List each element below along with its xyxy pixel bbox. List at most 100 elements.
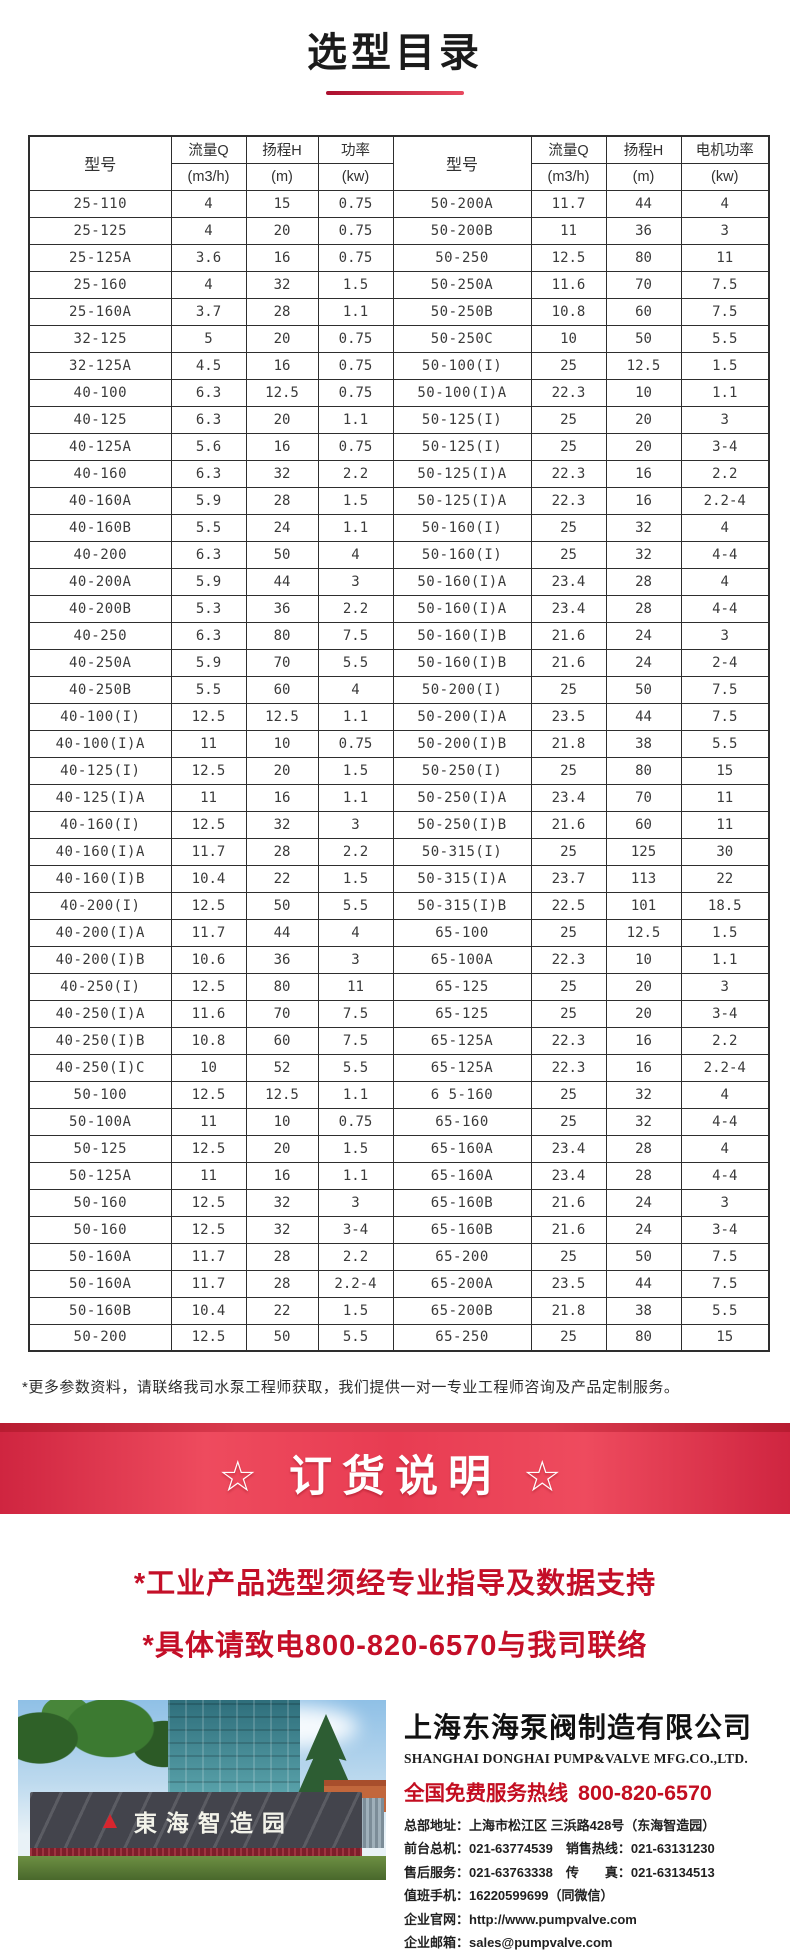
model-cell: 40-250(I)C [28,1053,172,1082]
flow-cell: 25 [530,918,607,947]
model-cell: 25-110 [28,189,172,218]
model-cell: 50-250A [392,270,532,299]
model-cell: 40-100(I) [28,702,172,731]
head-cell: 28 [245,837,319,866]
flow-cell: 10 [530,324,607,353]
unit-flow-right: (m3/h) [530,162,607,191]
flow-cell: 3.6 [170,243,247,272]
model-cell: 50-125(I)A [392,486,532,515]
model-cell: 40-100(I)A [28,729,172,758]
power-cell: 15 [680,1323,770,1352]
flow-cell: 23.4 [530,594,607,623]
power-cell: 3-4 [680,999,770,1028]
power-cell: 1.1 [317,405,394,434]
model-cell: 50-160(I)B [392,648,532,677]
table-row: 40-250(I)B 10.8 60 7.5 65-125A 22.3 16 2.2 [28,1026,770,1055]
table-row: 40-160(I) 12.5 32 3 50-250(I)B 21.6 60 11 [28,810,770,839]
power-cell: 1.5 [317,486,394,515]
model-cell: 50-100(I) [392,351,532,380]
flow-cell: 5.5 [170,675,247,704]
model-cell: 25-160A [28,297,172,326]
power-cell: 7.5 [317,1026,394,1055]
banner-main: ☆ 订货说明 ☆ [0,1432,790,1514]
factory-photo: ▲ 東海智造园 [18,1700,386,1880]
flow-cell: 4 [170,189,247,218]
head-cell: 16 [605,1053,682,1082]
head-cell: 101 [605,891,682,920]
head-cell: 28 [245,486,319,515]
model-cell: 50-250(I) [392,756,532,785]
model-cell: 40-100 [28,378,172,407]
table-row: 40-200(I)B 10.6 36 3 65-100A 22.3 10 1.1 [28,945,770,974]
notice-line-2: *具体请致电800-820-6570与我司联络 [142,1630,648,1662]
model-cell: 40-125 [28,405,172,434]
model-cell: 40-200B [28,594,172,623]
power-cell: 30 [680,837,770,866]
power-cell: 0.75 [317,378,394,407]
power-cell: 1.1 [680,945,770,974]
head-cell: 32 [245,1188,319,1217]
flow-cell: 25 [530,540,607,569]
power-cell: 5.5 [317,1053,394,1082]
head-cell: 44 [605,1269,682,1298]
head-cell: 16 [605,486,682,515]
flow-cell: 25 [530,432,607,461]
head-cell: 16 [245,243,319,272]
table-row: 50-160B 10.4 22 1.5 65-200B 21.8 38 5.5 [28,1296,770,1325]
model-cell: 32-125 [28,324,172,353]
table-row: 40-100(I) 12.5 12.5 1.1 50-200(I)A 23.5 44 7.5 [28,702,770,731]
head-cell: 80 [245,972,319,1001]
head-cell: 32 [605,1107,682,1136]
photo-glass-building [168,1700,300,1796]
flow-cell: 23.7 [530,864,607,893]
model-cell: 40-160(I) [28,810,172,839]
power-cell: 4 [317,918,394,947]
flow-cell: 12.5 [170,756,247,785]
flow-cell: 12.5 [170,1215,247,1244]
flow-cell: 6.3 [170,621,247,650]
selection-table: 型号 流量Q 扬程H 功率 型号 流量Q 扬程H 电机功率 (m3/h) (m)… [28,135,770,1352]
model-cell: 65-160A [392,1134,532,1163]
model-cell: 50-200(I)B [392,729,532,758]
head-cell: 36 [245,945,319,974]
head-cell: 12.5 [245,378,319,407]
model-cell: 50-125A [28,1161,172,1190]
power-cell: 5.5 [317,891,394,920]
flow-cell: 22.3 [530,378,607,407]
model-cell: 40-200A [28,567,172,596]
contact-phones-2: 售后服务：021-63763338 传 真：021-63134513 [404,1864,715,1880]
power-cell: 1.5 [317,1296,394,1325]
photo-trees [18,1700,196,1794]
power-cell: 1.1 [317,1161,394,1190]
table-row: 50-125 12.5 20 1.5 65-160A 23.4 28 4 [28,1134,770,1163]
head-cell: 24 [245,513,319,542]
model-cell: 50-200(I) [392,675,532,704]
flow-cell: 21.8 [530,729,607,758]
flow-cell: 6.3 [170,378,247,407]
order-instructions-banner: ☆ 订货说明 ☆ [0,1423,790,1514]
model-cell: 32-125A [28,351,172,380]
power-cell: 2.2-4 [317,1269,394,1298]
power-cell: 1.5 [317,756,394,785]
head-cell: 36 [605,216,682,245]
head-cell: 22 [245,864,319,893]
model-cell: 25-125 [28,216,172,245]
unit-head-left: (m) [245,162,319,191]
table-row: 40-125A 5.6 16 0.75 50-125(I) 25 20 3-4 [28,432,770,461]
contact-address: 总部地址：上海市松江区 三浜路428号（东海智造园） [404,1818,716,1833]
head-cell: 60 [605,297,682,326]
flow-cell: 11.6 [170,999,247,1028]
contact-list: 总部地址：上海市松江区 三浜路428号（东海智造园） 前台总机：021-6377… [404,1814,768,1954]
head-cell: 16 [245,1161,319,1190]
model-cell: 50-125(I) [392,432,532,461]
model-cell: 65-200 [392,1242,532,1271]
model-cell: 40-200(I)B [28,945,172,974]
model-cell: 65-250 [392,1323,532,1352]
model-cell: 65-160B [392,1188,532,1217]
model-cell: 50-200A [392,189,532,218]
table-row: 40-250B 5.5 60 4 50-200(I) 25 50 7.5 [28,675,770,704]
flow-cell: 4 [170,216,247,245]
power-cell: 7.5 [680,297,770,326]
head-cell: 50 [245,1323,319,1352]
power-cell: 11 [680,810,770,839]
